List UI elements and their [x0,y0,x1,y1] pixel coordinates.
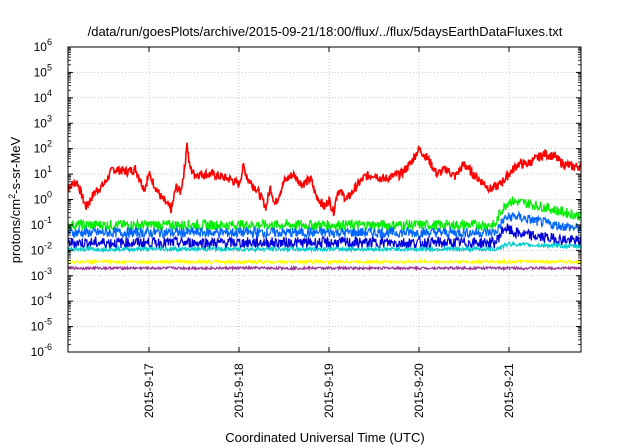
y-axis: 10-610-510-410-310-210-11001011021031041… [31,37,581,359]
series-line-1 [67,142,582,217]
y-axis-label-base: protons/cm [8,199,23,263]
y-tick-label-base: 10 [31,243,45,257]
series-line-6 [67,258,582,266]
y-tick-label-base: 10 [34,116,48,130]
y-tick-label-exponent: -3 [44,266,52,276]
y-tick-label-base: 10 [31,294,45,308]
x-tick-label: 2015-9-20 [412,363,426,418]
y-tick-label-exponent: 3 [47,113,52,123]
y-tick-label-exponent: -1 [44,215,52,225]
x-tick-label: 2015-9-18 [232,363,246,418]
y-tick-label: 104 [34,88,52,105]
y-tick-label-exponent: 5 [47,62,52,72]
y-tick-label-base: 10 [34,65,48,79]
series-line-3 [67,210,582,240]
y-tick-label-base: 10 [34,40,48,54]
y-tick-label: 100 [34,190,52,207]
y-tick-label: 10-6 [31,342,52,359]
plot-frame [67,46,582,353]
series-line-7 [67,264,582,272]
y-tick-label: 105 [34,62,52,79]
y-tick-label-exponent: -2 [44,240,52,250]
y-tick-label-base: 10 [34,91,48,105]
y-tick-label-exponent: -4 [44,291,52,301]
y-tick-label: 10-5 [31,317,52,334]
y-tick-label: 106 [34,37,52,54]
y-tick-label-base: 10 [34,193,48,207]
y-tick-label: 103 [34,113,52,130]
chart-title: /data/run/goesPlots/archive/2015-09-21/1… [88,24,563,39]
series-line-4 [67,223,582,251]
x-tick-label: 2015-9-17 [142,363,156,418]
series-group [67,142,582,272]
x-tick-label: 2015-9-21 [502,363,516,418]
y-tick-label-exponent: 6 [47,37,52,47]
y-tick-label-base: 10 [31,218,45,232]
y-tick-label-exponent: -5 [44,317,52,327]
y-axis-label-rest: -s-sr-MeV [8,136,23,193]
y-tick-label: 102 [34,139,52,156]
y-tick-label-exponent: 2 [47,139,52,149]
y-tick-label-base: 10 [31,320,45,334]
y-tick-label-base: 10 [31,269,45,283]
y-axis-label: protons/cm2-s-sr-MeV [7,136,23,263]
y-tick-label: 10-2 [31,240,52,257]
y-tick-label-base: 10 [31,345,45,359]
y-tick-label-base: 10 [34,142,48,156]
grid [68,47,581,352]
series-line-2 [67,196,582,233]
x-axis: 2015-9-17 2015-9-18 2015-9-19 2015-9-20 2015… [142,47,516,418]
y-tick-label: 10-4 [31,291,52,308]
series-line-5 [67,240,582,254]
y-tick-label-exponent: 1 [47,164,52,174]
y-tick-label: 10-3 [31,266,52,283]
x-axis-label: Coordinated Universal Time (UTC) [225,430,424,445]
y-tick-label-exponent: 0 [47,190,52,200]
y-tick-label: 101 [34,164,52,181]
y-tick-label-base: 10 [34,167,48,181]
y-tick-label-exponent: 4 [47,88,52,98]
x-tick-label: 2015-9-19 [322,363,336,418]
y-tick-label-exponent: -6 [44,342,52,352]
y-axis-label-sup: 2 [7,194,17,199]
y-tick-label: 10-1 [31,215,52,232]
